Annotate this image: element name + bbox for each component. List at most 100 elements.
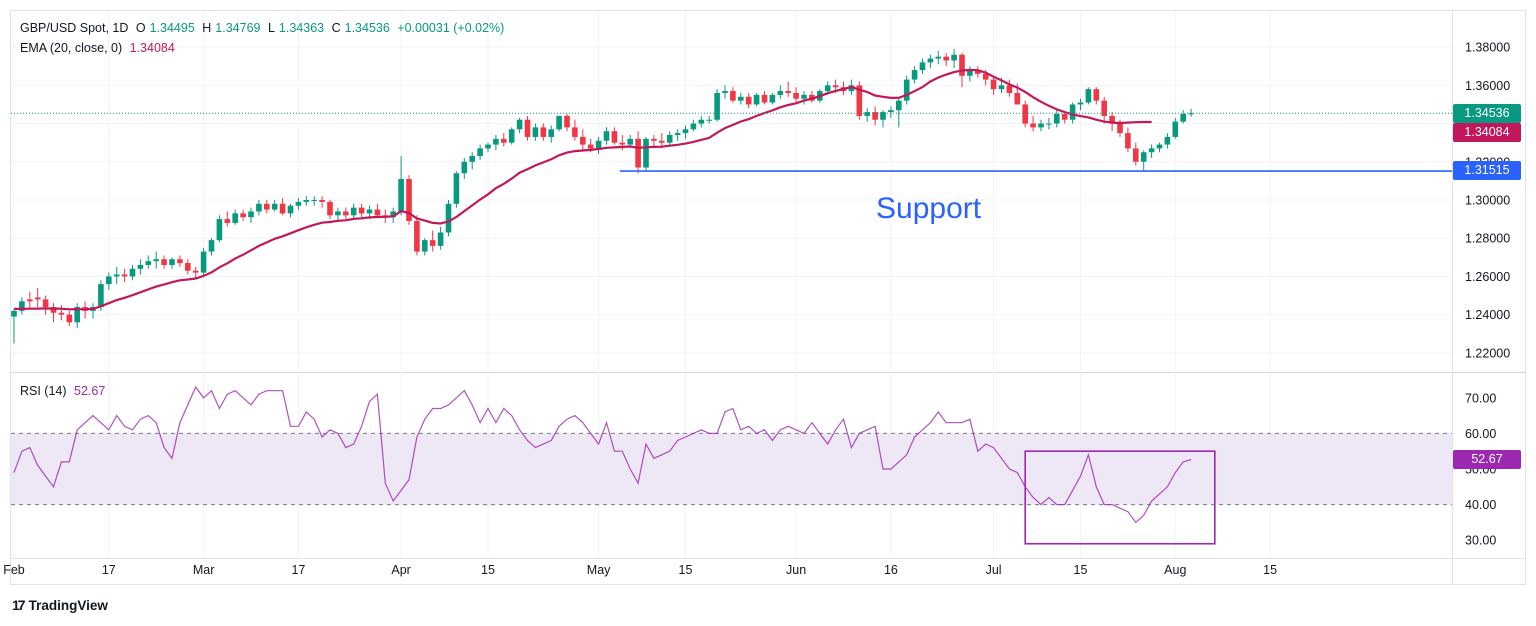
candle <box>635 131 641 174</box>
candle-body <box>730 91 736 101</box>
candle-body <box>1093 89 1100 101</box>
candle-body <box>745 96 752 105</box>
candle-body <box>453 173 460 204</box>
candle-body <box>50 307 57 313</box>
rsi-tick-label: 30.00 <box>1465 534 1496 548</box>
candle <box>224 211 231 227</box>
candle-body <box>374 209 381 216</box>
candle-body <box>224 219 231 223</box>
candle <box>145 255 152 269</box>
candle-body <box>1188 113 1194 115</box>
candle <box>1022 100 1028 128</box>
candle <box>429 230 436 252</box>
candle <box>279 198 286 216</box>
candle <box>1148 144 1155 158</box>
candle-body <box>935 56 942 59</box>
candle <box>1188 108 1194 117</box>
time-tick-label: May <box>587 563 611 577</box>
candle <box>556 115 562 132</box>
candle-body <box>1038 123 1044 128</box>
candle <box>540 123 547 141</box>
candle <box>730 87 736 103</box>
candle <box>248 207 254 223</box>
candle <box>374 203 381 218</box>
support-price-badge: 1.31515 <box>1453 161 1521 180</box>
candle <box>508 127 515 145</box>
candle-body <box>990 79 997 90</box>
candle-body <box>493 138 499 145</box>
candle-body <box>564 115 570 128</box>
candle-body <box>722 91 728 93</box>
candle <box>911 66 918 84</box>
candle-body <box>927 58 934 63</box>
candle <box>785 81 791 97</box>
candle-body <box>185 263 191 271</box>
candle-body <box>287 205 294 214</box>
ohlc-values: O 1.34495 H 1.34769 L 1.34363 C 1.34536 +0.0… <box>136 21 508 35</box>
tradingview-brand: 17 TradingView <box>12 597 108 613</box>
candle <box>58 305 65 321</box>
candle-body <box>1101 100 1107 116</box>
time-tick-label: 15 <box>679 563 693 577</box>
candle <box>611 127 618 145</box>
candle-body <box>706 119 712 121</box>
candle-body <box>137 264 144 269</box>
candle-body <box>1054 114 1060 124</box>
candle-body <box>888 110 894 113</box>
candle <box>1069 102 1076 124</box>
candle-body <box>1077 102 1084 105</box>
candle <box>311 196 317 206</box>
candle <box>295 198 302 210</box>
candle <box>1172 117 1179 139</box>
candle-body <box>200 251 207 273</box>
candle-body <box>113 274 120 277</box>
candle <box>137 259 144 275</box>
low-label: L <box>267 21 275 35</box>
candle-body <box>240 213 246 218</box>
high-label: H <box>202 21 212 35</box>
candle-body <box>674 133 681 136</box>
candle <box>1101 96 1107 124</box>
candle <box>990 75 997 95</box>
candle-body <box>232 213 238 223</box>
candle-body <box>1022 104 1028 124</box>
candle-body <box>303 200 310 202</box>
open-label: O <box>135 21 146 35</box>
candle <box>872 106 878 126</box>
candle-body <box>390 211 396 218</box>
candle-body <box>1109 115 1115 124</box>
candle <box>548 125 554 143</box>
support-annotation: Support <box>876 192 982 225</box>
candle <box>927 54 934 69</box>
open-value: 1.34495 <box>149 21 195 35</box>
candle <box>1054 108 1060 128</box>
candle <box>461 157 468 179</box>
tradingview-logo: 17 <box>12 597 26 613</box>
candle <box>698 115 705 128</box>
candle-body <box>398 178 404 212</box>
candle-body <box>169 259 175 265</box>
candle <box>19 297 25 315</box>
candle-body <box>872 112 878 120</box>
candle-body <box>753 94 760 105</box>
candle-body <box>437 232 444 246</box>
candle <box>516 117 523 134</box>
candle <box>674 129 681 141</box>
candle-body <box>959 54 965 76</box>
rsi-line <box>13 385 1192 524</box>
time-tick-label: 17 <box>102 563 116 577</box>
candle <box>335 207 341 222</box>
candle <box>42 295 49 315</box>
candle-body <box>1148 148 1155 153</box>
candle-body <box>975 70 981 74</box>
candle-body <box>271 203 278 210</box>
candle-body <box>1006 85 1013 93</box>
candle-body <box>524 119 531 137</box>
candle-body <box>1117 123 1123 134</box>
candle <box>753 92 760 107</box>
rsi-value: 52.67 <box>74 384 106 398</box>
candle-body <box>27 299 33 302</box>
candle <box>177 255 183 267</box>
candle <box>651 135 657 147</box>
time-tick-label: Jul <box>986 563 1002 577</box>
